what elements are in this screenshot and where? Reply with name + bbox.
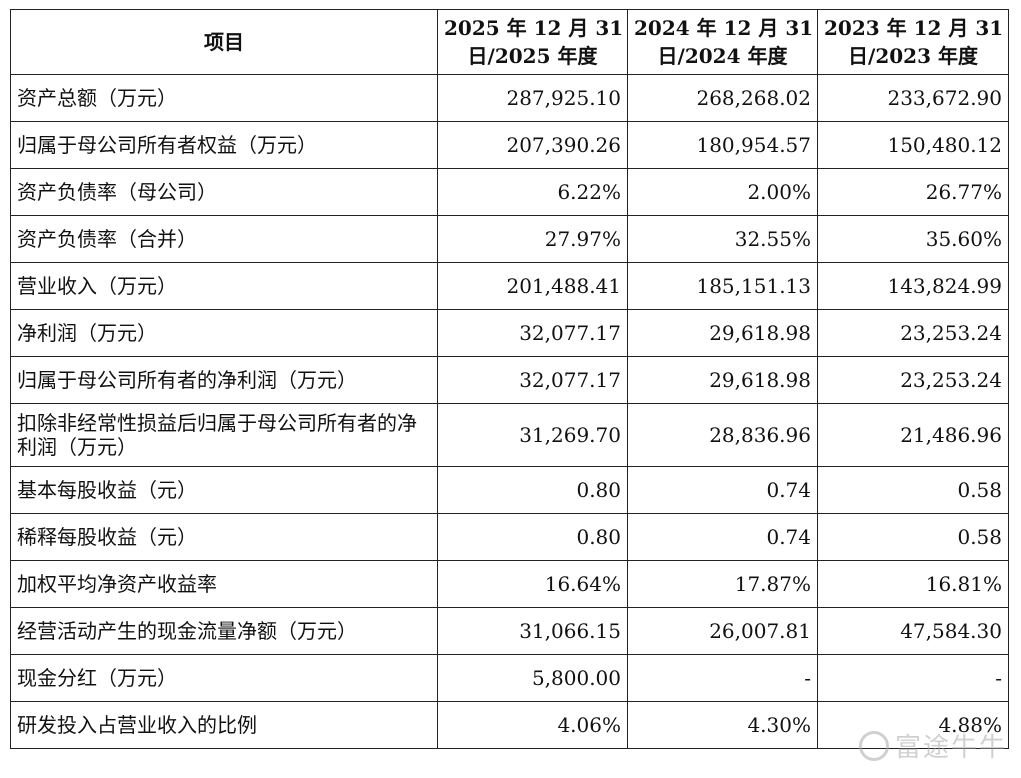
value-2025: 4.06% [437,701,628,749]
row-label: 归属于母公司所有者的净利润（万元） [10,356,438,404]
value-2023: 35.60% [817,215,1009,263]
value-2023: 47,584.30 [817,607,1009,655]
table-row: 加权平均净资产收益率 16.64% 17.87% 16.81% [10,560,1009,608]
value-2023: 23,253.24 [817,356,1009,404]
row-label: 资产负债率（母公司） [10,168,438,216]
row-label: 研发投入占营业收入的比例 [10,701,438,749]
value-2024: 29,618.98 [627,309,818,357]
value-2024: 32.55% [627,215,818,263]
watermark: 富途牛牛 [858,727,1007,764]
row-label: 稀释每股收益（元） [10,513,438,561]
value-2025: 31,269.70 [437,403,628,467]
row-label: 净利润（万元） [10,309,438,357]
value-2023: 16.81% [817,560,1009,608]
row-label: 扣除非经常性损益后归属于母公司所有者的净利润（万元） [10,403,438,467]
value-2024: - [627,654,818,702]
value-2025: 6.22% [437,168,628,216]
value-2024: 268,268.02 [627,74,818,122]
value-2024: 17.87% [627,560,818,608]
value-2024: 2.00% [627,168,818,216]
value-2024: 185,151.13 [627,262,818,310]
value-2024: 0.74 [627,513,818,561]
value-2023: 23,253.24 [817,309,1009,357]
table-row: 资产总额（万元） 287,925.10 268,268.02 233,672.9… [10,74,1009,122]
futu-logo-icon [858,730,889,761]
table-row: 稀释每股收益（元） 0.80 0.74 0.58 [10,513,1009,561]
value-2023: - [817,654,1009,702]
header-item: 项目 [10,9,438,75]
value-2024: 28,836.96 [627,403,818,467]
value-2025: 0.80 [437,466,628,514]
table-row: 扣除非经常性损益后归属于母公司所有者的净利润（万元） 31,269.70 28,… [10,403,1009,467]
row-label: 归属于母公司所有者权益（万元） [10,121,438,169]
value-2024: 0.74 [627,466,818,514]
row-label: 营业收入（万元） [10,262,438,310]
value-2025: 0.80 [437,513,628,561]
value-2025: 207,390.26 [437,121,628,169]
row-label: 基本每股收益（元） [10,466,438,514]
table-row: 现金分红（万元） 5,800.00 - - [10,654,1009,702]
value-2025: 32,077.17 [437,309,628,357]
row-label: 资产总额（万元） [10,74,438,122]
header-2023: 2023 年 12 月 31 日/2023 年度 [817,9,1009,75]
value-2023: 143,824.99 [817,262,1009,310]
header-2025: 2025 年 12 月 31 日/2025 年度 [437,9,628,75]
row-label: 加权平均净资产收益率 [10,560,438,608]
value-2023: 150,480.12 [817,121,1009,169]
value-2024: 29,618.98 [627,356,818,404]
row-label: 现金分红（万元） [10,654,438,702]
value-2025: 31,066.15 [437,607,628,655]
value-2023: 0.58 [817,513,1009,561]
table-row: 归属于母公司所有者权益（万元） 207,390.26 180,954.57 15… [10,121,1009,169]
value-2023: 0.58 [817,466,1009,514]
value-2024: 4.30% [627,701,818,749]
header-2024: 2024 年 12 月 31 日/2024 年度 [627,9,818,75]
table-row: 经营活动产生的现金流量净额（万元） 31,066.15 26,007.81 47… [10,607,1009,655]
financial-summary-table: 项目 2025 年 12 月 31 日/2025 年度 2024 年 12 月 … [10,9,1009,749]
value-2025: 16.64% [437,560,628,608]
value-2025: 287,925.10 [437,74,628,122]
value-2025: 27.97% [437,215,628,263]
table-row: 资产负债率（母公司） 6.22% 2.00% 26.77% [10,168,1009,216]
table-header-row: 项目 2025 年 12 月 31 日/2025 年度 2024 年 12 月 … [10,9,1009,75]
table-row: 资产负债率（合并） 27.97% 32.55% 35.60% [10,215,1009,263]
value-2024: 26,007.81 [627,607,818,655]
table-row: 归属于母公司所有者的净利润（万元） 32,077.17 29,618.98 23… [10,356,1009,404]
value-2025: 32,077.17 [437,356,628,404]
table-row: 净利润（万元） 32,077.17 29,618.98 23,253.24 [10,309,1009,357]
table-row: 营业收入（万元） 201,488.41 185,151.13 143,824.9… [10,262,1009,310]
watermark-text: 富途牛牛 [894,733,1007,763]
value-2023: 26.77% [817,168,1009,216]
value-2025: 201,488.41 [437,262,628,310]
table-row: 基本每股收益（元） 0.80 0.74 0.58 [10,466,1009,514]
value-2023: 21,486.96 [817,403,1009,467]
value-2023: 233,672.90 [817,74,1009,122]
row-label: 经营活动产生的现金流量净额（万元） [10,607,438,655]
value-2024: 180,954.57 [627,121,818,169]
table-row: 研发投入占营业收入的比例 4.06% 4.30% 4.88% [10,701,1009,749]
value-2025: 5,800.00 [437,654,628,702]
value-2023: 4.88% [817,701,1009,749]
row-label: 资产负债率（合并） [10,215,438,263]
